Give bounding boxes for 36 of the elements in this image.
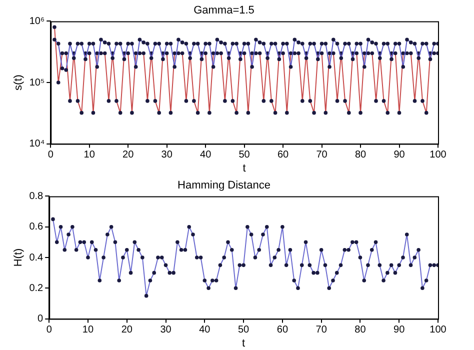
x-tick-label: 40	[199, 324, 211, 336]
y-tick-label: 0.8	[29, 190, 44, 202]
y-tick-label: 0	[38, 314, 44, 325]
y-tick-label: 10⁶	[29, 16, 45, 27]
y-tick-label: 0.4	[29, 252, 44, 264]
x-tick-label: 70	[316, 150, 328, 161]
x-tick-label: 60	[276, 324, 288, 336]
y-tick-label: 10⁵	[29, 77, 45, 88]
x-tick-label: 30	[161, 150, 173, 161]
chart-title: Gamma=1.5	[194, 4, 254, 17]
x-axis-title: t	[242, 337, 246, 350]
y-tick-label: 0.6	[29, 222, 44, 233]
x-tick-label: 90	[394, 324, 406, 336]
x-tick-label: 70	[316, 324, 328, 336]
y-tick-label: 10⁴	[29, 138, 45, 150]
x-tick-label: 10	[84, 150, 96, 161]
x-tick-label: 20	[121, 324, 133, 336]
x-tick-label: 100	[430, 324, 447, 336]
x-tick-label: 80	[354, 324, 366, 336]
x-tick-label: 100	[430, 150, 447, 161]
x-tick-label: 40	[200, 150, 212, 161]
x-tick-label: 0	[46, 324, 52, 336]
y-tick-label: 0.2	[29, 282, 44, 294]
y-axis-title: s(t)	[12, 74, 25, 90]
x-tick-label: 20	[122, 150, 134, 161]
chart-title: Hamming Distance	[178, 180, 270, 192]
x-tick-label: 90	[394, 150, 406, 161]
x-axis-title: t	[242, 162, 246, 174]
x-tick-label: 80	[354, 150, 367, 161]
x-tick-label: 30	[160, 324, 172, 336]
x-tick-label: 10	[82, 324, 94, 336]
x-tick-label: 50	[238, 324, 250, 336]
x-tick-label: 50	[238, 150, 250, 161]
y-axis-title: H(t)	[12, 248, 25, 267]
x-tick-label: 60	[277, 150, 290, 161]
x-tick-label: 0	[48, 150, 54, 161]
